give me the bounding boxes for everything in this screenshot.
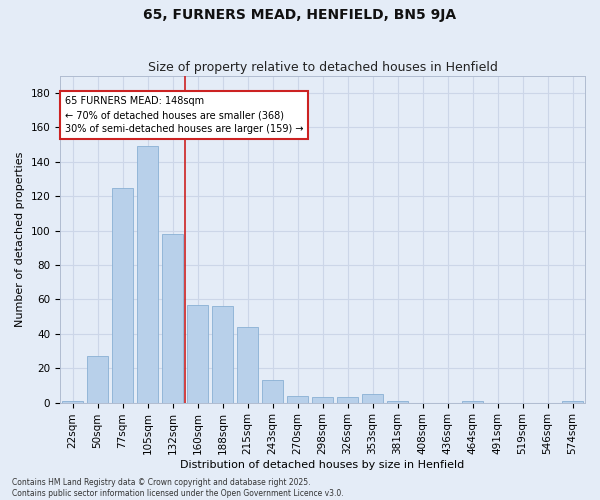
Bar [237,327,258,402]
Y-axis label: Number of detached properties: Number of detached properties [15,152,25,327]
Bar [187,304,208,402]
Bar [387,401,408,402]
Bar [212,306,233,402]
Text: 65 FURNERS MEAD: 148sqm
← 70% of detached houses are smaller (368)
30% of semi-d: 65 FURNERS MEAD: 148sqm ← 70% of detache… [65,96,304,134]
Bar [162,234,183,402]
Bar [137,146,158,403]
Bar [462,401,483,402]
Bar [287,396,308,402]
Bar [562,401,583,402]
Text: 65, FURNERS MEAD, HENFIELD, BN5 9JA: 65, FURNERS MEAD, HENFIELD, BN5 9JA [143,8,457,22]
Bar [87,356,108,403]
Bar [337,398,358,402]
X-axis label: Distribution of detached houses by size in Henfield: Distribution of detached houses by size … [181,460,464,470]
Bar [262,380,283,402]
Title: Size of property relative to detached houses in Henfield: Size of property relative to detached ho… [148,62,497,74]
Bar [112,188,133,402]
Bar [362,394,383,402]
Text: Contains HM Land Registry data © Crown copyright and database right 2025.
Contai: Contains HM Land Registry data © Crown c… [12,478,344,498]
Bar [312,398,333,402]
Bar [62,401,83,402]
